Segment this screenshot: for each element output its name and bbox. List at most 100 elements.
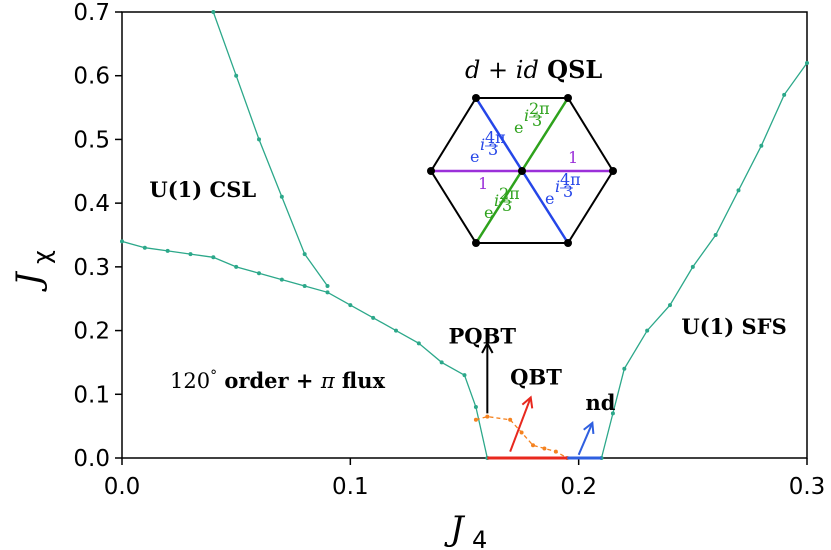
phase-e: e [470,147,479,166]
series-point [120,239,124,244]
x-tick-label: 0.2 [560,474,597,500]
y-tick-label: 0.6 [73,64,110,90]
series-point [416,341,421,346]
series-point [736,188,741,193]
plot-frame [121,11,808,459]
series-line-2 [600,62,808,459]
series-point [645,328,650,333]
phase-numerator: 2π [529,99,550,118]
phase-i: i [480,135,485,154]
x-tick-label: 0.3 [789,474,826,500]
annotation-label: QBT [510,365,562,390]
series-point [257,137,261,142]
bond-label-purple-left: 1 [478,174,488,193]
annotation-arrow-shaft [577,422,594,456]
phase-e: e [545,189,554,208]
series-point [805,60,809,65]
x-axis-label: J [444,509,466,549]
hex-vertex [472,239,480,247]
phase-i: i [524,106,529,125]
series-point [473,417,478,422]
series-point [371,315,376,320]
inset-title-i: i [516,56,524,84]
hex-vertex [472,94,480,102]
inset-title-d1: d [465,56,480,84]
phase-numerator: 4π [485,128,506,147]
series-point [325,283,330,288]
series-point [257,271,261,276]
y-tick-label: 0.7 [73,0,110,26]
y-tick-label: 0.5 [73,127,110,153]
series-point [473,405,478,410]
series-point [553,449,558,454]
series-point [759,143,764,148]
label-120-number: 120 [170,369,210,393]
series-point [508,417,513,422]
series-point [485,414,490,419]
phase-denominator: 3 [532,111,542,130]
y-axis-label-subscript: χ [28,250,56,264]
series-point [279,277,284,282]
series-layer [120,10,809,460]
series-point [622,366,627,371]
x-axis-label-subscript: 4 [472,526,487,550]
hex-vertex [609,167,617,175]
bond-label-purple-right: 1 [568,148,578,167]
series-point [394,328,398,333]
series-point [211,10,216,14]
inset-title-qsl: QSL [539,55,603,84]
annotation-label: nd [586,390,616,415]
annotation-label: PQBT [449,323,517,348]
phase-label-blue-lower: e i 4π 3 [545,170,581,208]
hex-vertex [427,167,435,175]
region-label-120-order: 120° order + π flux [170,368,385,393]
phase-e: e [484,203,493,222]
inset-hexagon-diagram: d + id QSL 1 1 e i 4π 3 e i 2π 3 [427,55,617,247]
annotation-arrow-head [583,421,595,435]
hex-vertex [564,94,572,102]
inset-title-d2: d [523,56,538,84]
arrow-layer [481,341,595,456]
annotation-label: U(1) CSL [149,177,256,202]
phase-denominator: 3 [502,196,512,215]
series-point [165,248,170,253]
series-point [325,290,330,295]
y-tick-label: 0.0 [73,446,110,472]
annotation-label: U(1) SFS [681,314,786,339]
y-axis-label: J [9,270,49,292]
hex-center [518,167,526,175]
phase-label-blue-upper: e i 4π 3 [470,128,506,166]
series-point [542,446,547,451]
annotation-layer: U(1) CSL U(1) SFS PQBT QBT nd [149,177,786,415]
y-tick-label: 0.3 [73,255,110,281]
series-point [713,233,718,237]
phase-i: i [494,191,499,210]
series-point [279,194,284,199]
hex-vertex [564,239,572,247]
series-point [188,252,193,257]
y-tick-label: 0.4 [73,191,110,217]
series-point [142,245,147,250]
series-line-0 [212,11,329,287]
y-tick-label: 0.1 [73,382,110,408]
annotation-arrow-head [521,395,534,409]
series-point [302,252,307,257]
inset-title-plus: + [480,56,515,84]
y-axis-ticks: 0.0 0.1 0.2 0.3 0.4 0.5 0.6 0.7 [73,0,122,472]
annotation-arrow-head [481,341,494,354]
series-point [462,373,467,378]
series-line-3 [475,415,568,459]
series-point [302,283,307,288]
annotation-arrow-shaft [509,397,532,452]
y-axis-label-group: J χ [9,250,56,292]
series-point [348,303,353,308]
phase-label-green-upper: e i 2π 3 [514,99,550,137]
series-point [234,264,239,269]
label-120-flux: flux [335,368,386,393]
series-point [234,73,239,78]
series-line-1 [121,240,488,459]
phase-numerator: 4π [560,170,581,189]
series-point [610,411,615,416]
series-point [211,255,216,260]
